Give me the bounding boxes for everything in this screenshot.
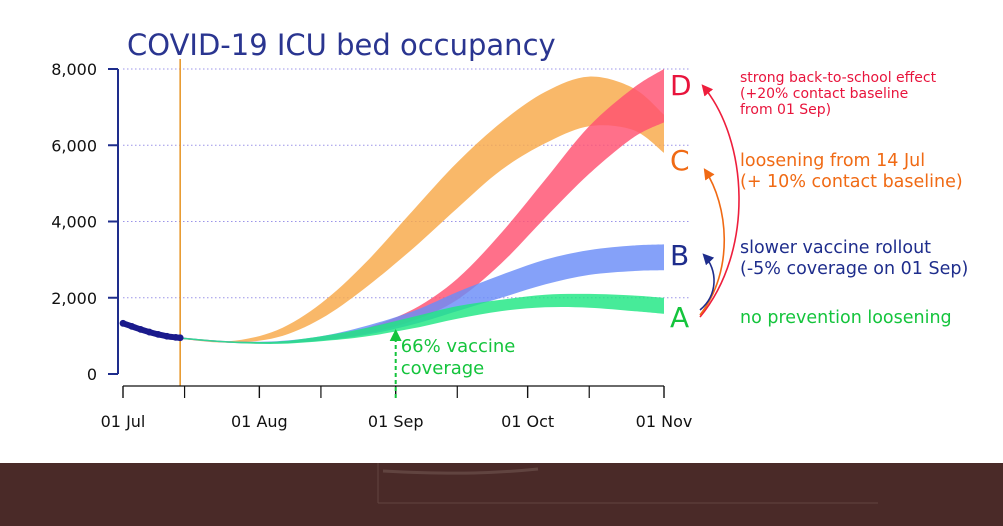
observed-point [154, 330, 162, 338]
x-tick-label: 01 Nov [636, 412, 693, 431]
scenario-letter-c: C [670, 144, 690, 177]
x-tick-label: 01 Oct [501, 412, 554, 431]
y-tick-label: 8,000 [51, 60, 97, 79]
y-tick-label: 4,000 [51, 213, 97, 232]
scenario-label-c: loosening from 14 Jul [740, 151, 925, 171]
scenario-letter-b: B [670, 239, 689, 272]
scenario-label-c: (+ 10% contact baseline) [740, 172, 963, 192]
footer-ghost-thumbnail [377, 463, 878, 504]
scenario-label-d: from 01 Sep) [740, 102, 831, 118]
observed-point [119, 319, 127, 327]
y-tick-label: 0 [87, 365, 97, 384]
x-tick-label: 01 Sep [368, 412, 424, 431]
chart-title: COVID-19 ICU bed occupancy [127, 28, 556, 62]
scenario-label-a: no prevention loosening [740, 308, 952, 328]
x-tick-label: 01 Aug [231, 412, 288, 431]
observed-data [119, 319, 184, 342]
band-a [180, 293, 664, 344]
scenario-letter-d: D [670, 69, 692, 102]
observed-point [163, 332, 171, 340]
observed-point [128, 322, 136, 330]
observed-point [176, 334, 184, 342]
scenario-label-b: (-5% coverage on 01 Sep) [740, 259, 968, 279]
y-tick-label: 2,000 [51, 289, 97, 308]
scenario-label-d: (+20% contact baseline [740, 86, 908, 102]
axes: 0 2,000 4,000 6,000 8,000 01 Jul 01 Aug 01 Sep 0… [51, 59, 692, 431]
arrow-a-to-b [699, 253, 715, 311]
scenario-letter-a: A [670, 301, 689, 334]
scenario-bands [180, 69, 664, 344]
scenario-label-d: strong back-to-school effect [740, 70, 937, 86]
y-tick-label: 6,000 [51, 136, 97, 155]
x-tick-label: 01 Jul [101, 412, 146, 431]
observed-point [145, 328, 153, 336]
vaccine-annotation-text: 66% vaccine [401, 336, 516, 357]
observed-point [137, 325, 144, 333]
scenario-label-b: slower vaccine rollout [740, 238, 931, 258]
band-c [180, 76, 664, 343]
arrow-a-to-d [699, 84, 740, 318]
vaccine-annotation-text: coverage [401, 358, 485, 379]
band-b [180, 244, 664, 344]
footer-band [0, 463, 1003, 526]
